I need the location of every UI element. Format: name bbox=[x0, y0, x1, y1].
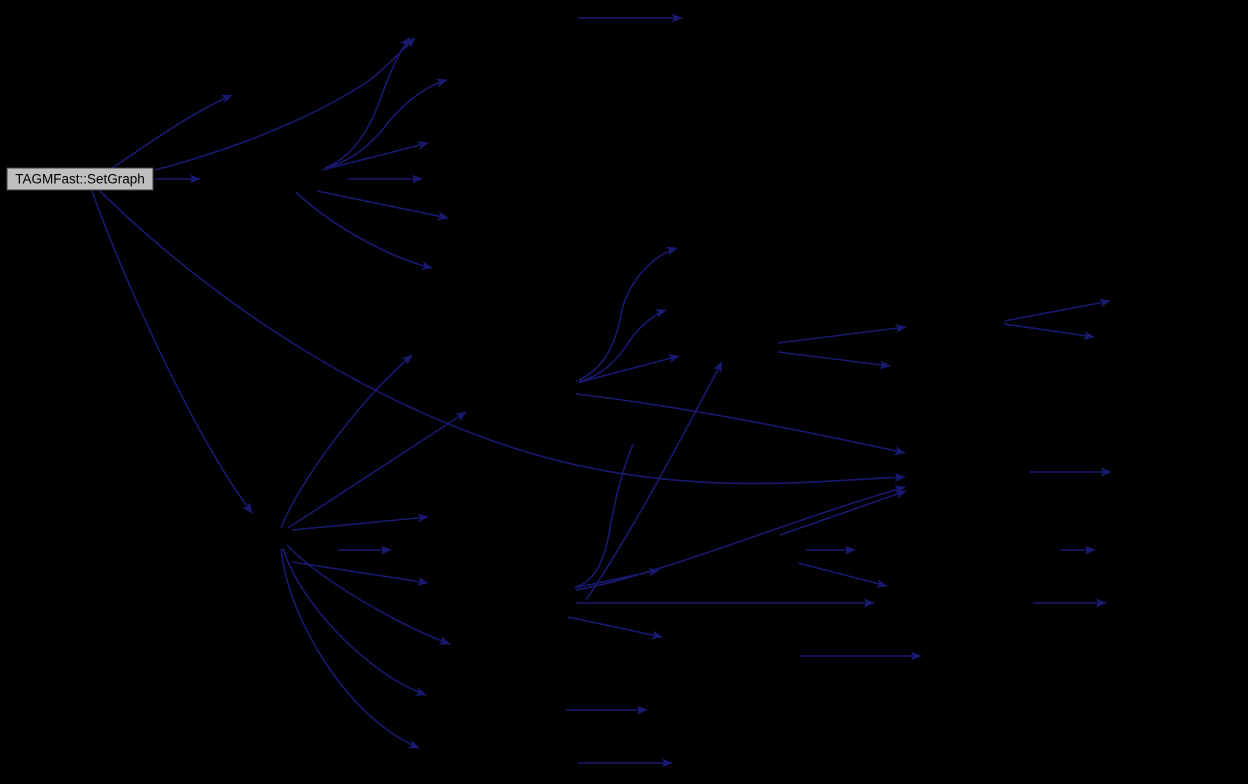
node-box bbox=[280, 534, 282, 536]
graph-node-n0[interactable]: TAGMFast::SetGraph bbox=[6, 167, 154, 191]
edge-n5-y3 bbox=[797, 562, 888, 588]
edge-n1-u7 bbox=[282, 547, 427, 696]
node-box bbox=[573, 587, 575, 589]
edge-group-hub-n5 bbox=[779, 490, 922, 661]
node-box bbox=[777, 339, 779, 341]
edge-n1-u6 bbox=[286, 544, 451, 645]
edge-group-hub-n1 bbox=[280, 354, 467, 749]
edge-uhub-t1 bbox=[326, 37, 411, 168]
edge-root-to-b bbox=[154, 37, 416, 171]
edge-n2-v4 bbox=[575, 393, 906, 456]
graph-node-n3 bbox=[573, 587, 575, 589]
edge-group-hub-n4 bbox=[777, 323, 907, 370]
edge-n3-curve-up-tail bbox=[574, 443, 634, 588]
graph-node-n6 bbox=[1003, 319, 1005, 321]
edge-group-hub-n3 bbox=[567, 361, 906, 640]
edge-n3-w4 bbox=[575, 485, 906, 591]
node-box bbox=[1003, 319, 1005, 321]
edge-n4-x2 bbox=[777, 351, 891, 370]
edge-n3-w3 bbox=[567, 616, 663, 640]
edge-n5-y1 bbox=[779, 490, 907, 536]
edge-group-upper-hub bbox=[295, 37, 449, 271]
graph-node-n4 bbox=[777, 339, 779, 341]
node-label: TAGMFast::SetGraph bbox=[15, 172, 145, 187]
edge-uhub-t2 bbox=[324, 78, 448, 169]
graph-node-n5 bbox=[777, 534, 779, 536]
nodes-layer: TAGMFast::SetGraph bbox=[6, 167, 1005, 589]
edge-n2-v1 bbox=[575, 246, 678, 382]
edge-group-root bbox=[91, 37, 906, 514]
edge-n1-u2 bbox=[287, 411, 467, 529]
edge-n2-v2 bbox=[577, 308, 667, 383]
edge-n1-u3 bbox=[291, 513, 429, 531]
edge-uhub-t3 bbox=[321, 141, 429, 171]
graph-node-n1 bbox=[280, 534, 282, 536]
edge-group-hub-n6 bbox=[1003, 298, 1111, 340]
edge-n6-z1 bbox=[1003, 298, 1111, 322]
edge-uhub-t5 bbox=[316, 190, 449, 221]
edge-n6-z2 bbox=[1003, 323, 1095, 340]
edge-n1-u5 bbox=[291, 561, 429, 586]
graph-node-n7 bbox=[929, 469, 931, 471]
node-box[interactable] bbox=[6, 167, 154, 191]
graph-node-n2 bbox=[577, 379, 579, 381]
edge-n2-v3 bbox=[579, 354, 680, 383]
node-box bbox=[777, 534, 779, 536]
edge-n1-u8 bbox=[280, 548, 420, 749]
edge-n4-x1 bbox=[777, 323, 907, 344]
edge-root-to-hub bbox=[91, 190, 253, 514]
node-box bbox=[577, 379, 579, 381]
edge-root-to-a bbox=[111, 94, 233, 169]
edge-uhub-t6 bbox=[295, 191, 433, 271]
node-box bbox=[929, 469, 931, 471]
edge-n1-u1 bbox=[280, 354, 413, 529]
edge-root-to-far bbox=[99, 190, 906, 485]
edge-group-hub-n2 bbox=[575, 246, 906, 456]
edge-n3-diag-up bbox=[585, 361, 723, 601]
edge-group-isolated bbox=[566, 13, 1112, 768]
